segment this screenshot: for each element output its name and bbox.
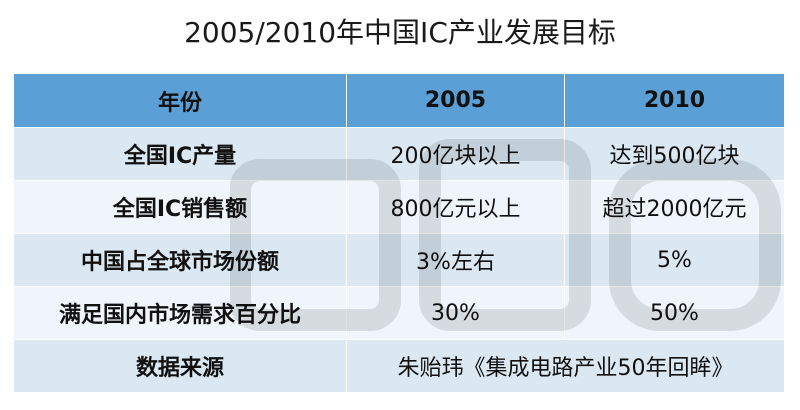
page-title: 2005/2010年中国IC产业发展目标 bbox=[184, 16, 616, 49]
row-label: 中国占全球市场份额 bbox=[13, 233, 347, 287]
cell-2005: 800亿元以上 bbox=[346, 180, 565, 234]
cell-2010: 超过2000亿元 bbox=[564, 180, 785, 234]
row-label: 满足国内市场需求百分比 bbox=[13, 286, 347, 340]
cell-2005: 30% bbox=[346, 286, 565, 340]
header-row: 年份 2005 2010 bbox=[13, 73, 785, 128]
header-year: 年份 bbox=[13, 73, 347, 128]
source-value: 朱贻玮《集成电路产业50年回眸》 bbox=[346, 339, 785, 393]
table-row: 中国占全球市场份额 3%左右 5% bbox=[13, 233, 785, 287]
table-row: 满足国内市场需求百分比 30% 50% bbox=[13, 286, 785, 340]
data-table: 年份 2005 2010 全国IC产量 200亿块以上 达到500亿块 全国IC… bbox=[13, 73, 785, 393]
cell-2010: 达到500亿块 bbox=[564, 127, 785, 181]
cell-2005: 3%左右 bbox=[346, 233, 565, 287]
cell-2010: 50% bbox=[564, 286, 785, 340]
cell-2005: 200亿块以上 bbox=[346, 127, 565, 181]
source-row: 数据来源 朱贻玮《集成电路产业50年回眸》 bbox=[13, 339, 785, 393]
row-label: 全国IC销售额 bbox=[13, 180, 347, 234]
cell-2010: 5% bbox=[564, 233, 785, 287]
table-row: 全国IC销售额 800亿元以上 超过2000亿元 bbox=[13, 180, 785, 234]
header-2005: 2005 bbox=[346, 73, 565, 128]
row-label: 全国IC产量 bbox=[13, 127, 347, 181]
table-row: 全国IC产量 200亿块以上 达到500亿块 bbox=[13, 127, 785, 181]
source-label: 数据来源 bbox=[13, 339, 347, 393]
header-2010: 2010 bbox=[564, 73, 785, 128]
